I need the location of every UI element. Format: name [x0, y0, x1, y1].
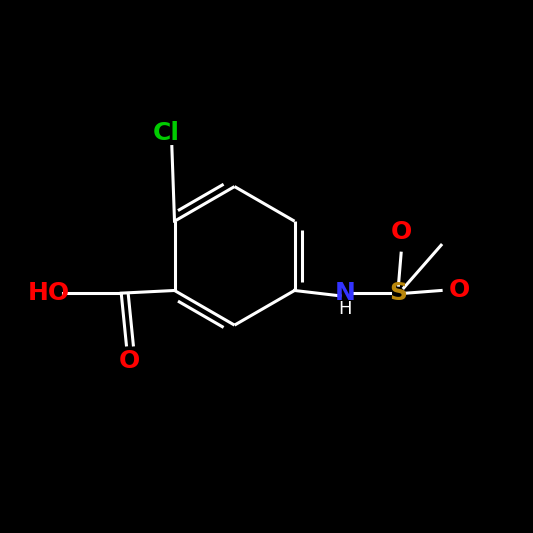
- Text: H: H: [338, 300, 352, 318]
- Text: O: O: [118, 349, 140, 374]
- Text: O: O: [391, 220, 412, 244]
- Text: HO: HO: [28, 281, 70, 305]
- Text: Cl: Cl: [153, 121, 180, 146]
- Text: N: N: [335, 281, 356, 305]
- Text: S: S: [390, 281, 407, 305]
- Text: O: O: [449, 278, 471, 303]
